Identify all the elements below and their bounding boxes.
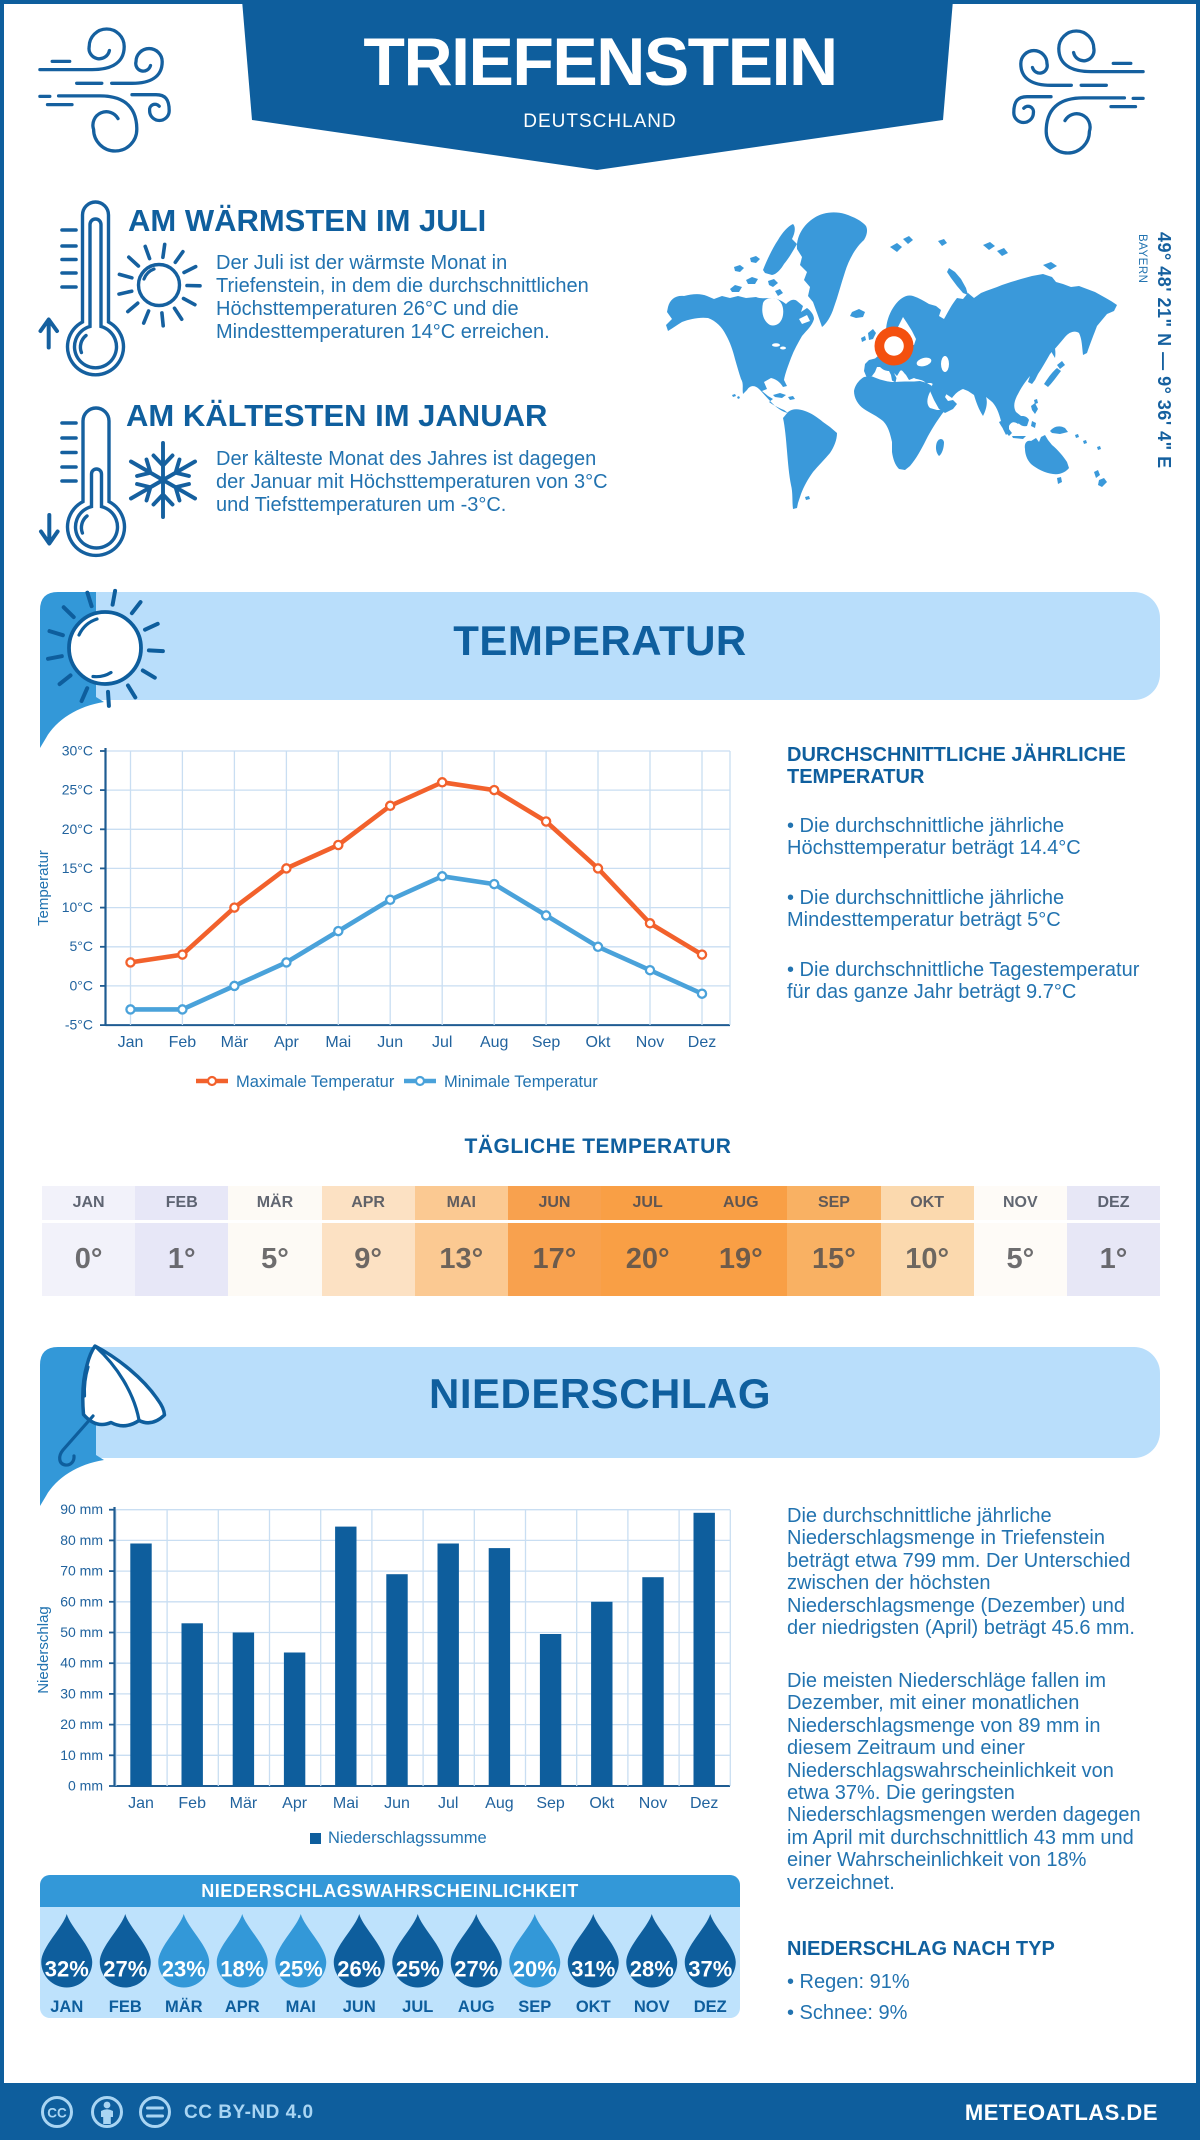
svg-text:10°C: 10°C (62, 899, 93, 915)
svg-text:Jan: Jan (128, 1795, 154, 1812)
svg-text:JAN: JAN (50, 1998, 83, 2016)
svg-text:0°C: 0°C (70, 977, 94, 993)
svg-text:20%: 20% (513, 1957, 557, 1982)
svg-text:10 mm: 10 mm (60, 1747, 103, 1763)
svg-text:Dez: Dez (690, 1795, 718, 1812)
svg-text:27%: 27% (454, 1957, 498, 1982)
svg-text:FEB: FEB (109, 1998, 142, 2016)
svg-text:Jun: Jun (377, 1034, 403, 1051)
svg-text:30 mm: 30 mm (60, 1685, 103, 1701)
svg-text:Mär: Mär (230, 1795, 258, 1812)
svg-text:26%: 26% (337, 1957, 381, 1982)
svg-text:OKT: OKT (576, 1998, 611, 2016)
svg-text:-5°C: -5°C (65, 1017, 93, 1033)
svg-text:70 mm: 70 mm (60, 1563, 103, 1579)
svg-text:Niederschlag: Niederschlag (35, 1606, 52, 1694)
svg-text:Jul: Jul (438, 1795, 458, 1812)
svg-text:CC: CC (47, 2106, 67, 2121)
svg-text:80 mm: 80 mm (60, 1532, 103, 1548)
svg-text:Dez: Dez (688, 1034, 716, 1051)
svg-text:5°C: 5°C (70, 938, 94, 954)
svg-text:20°C: 20°C (62, 821, 93, 837)
svg-text:30°C: 30°C (62, 743, 93, 759)
svg-text:37%: 37% (688, 1957, 732, 1982)
svg-text:Apr: Apr (282, 1795, 308, 1812)
svg-text:0 mm: 0 mm (68, 1778, 103, 1794)
svg-text:Niederschlagssumme: Niederschlagssumme (328, 1829, 487, 1847)
svg-text:32%: 32% (45, 1957, 89, 1982)
svg-text:50 mm: 50 mm (60, 1624, 103, 1640)
svg-text:DEZ: DEZ (694, 1998, 727, 2016)
svg-text:AUG: AUG (458, 1998, 495, 2016)
svg-text:20 mm: 20 mm (60, 1716, 103, 1732)
svg-text:Sep: Sep (536, 1795, 565, 1812)
svg-text:60 mm: 60 mm (60, 1593, 103, 1609)
svg-text:90 mm: 90 mm (60, 1501, 103, 1517)
svg-text:25%: 25% (396, 1957, 440, 1982)
svg-text:31%: 31% (571, 1957, 615, 1982)
svg-text:SEP: SEP (518, 1998, 551, 2016)
svg-text:Aug: Aug (485, 1795, 513, 1812)
svg-text:Aug: Aug (480, 1034, 508, 1051)
svg-text:Okt: Okt (586, 1034, 611, 1051)
svg-text:25°C: 25°C (62, 782, 93, 798)
svg-text:28%: 28% (630, 1957, 674, 1982)
svg-text:JUL: JUL (402, 1998, 433, 2016)
svg-text:25%: 25% (279, 1957, 323, 1982)
svg-text:Nov: Nov (636, 1034, 664, 1051)
svg-text:Jun: Jun (384, 1795, 410, 1812)
svg-text:Jul: Jul (432, 1034, 452, 1051)
svg-text:Jan: Jan (118, 1034, 144, 1051)
svg-text:NOV: NOV (634, 1998, 670, 2016)
svg-text:Mai: Mai (333, 1795, 359, 1812)
svg-text:40 mm: 40 mm (60, 1655, 103, 1671)
svg-text:15°C: 15°C (62, 860, 93, 876)
svg-text:Maximale Temperatur: Maximale Temperatur (236, 1073, 395, 1091)
svg-text:27%: 27% (103, 1957, 147, 1982)
svg-text:Mai: Mai (325, 1034, 351, 1051)
svg-text:Feb: Feb (178, 1795, 206, 1812)
svg-text:JUN: JUN (343, 1998, 376, 2016)
svg-text:Sep: Sep (532, 1034, 561, 1051)
svg-text:APR: APR (225, 1998, 260, 2016)
svg-text:MÄR: MÄR (165, 1998, 203, 2016)
svg-text:Apr: Apr (274, 1034, 300, 1051)
svg-text:Feb: Feb (169, 1034, 197, 1051)
svg-text:MAI: MAI (286, 1998, 316, 2016)
svg-text:Temperatur: Temperatur (35, 850, 52, 926)
svg-text:Okt: Okt (589, 1795, 614, 1812)
svg-text:Nov: Nov (639, 1795, 667, 1812)
svg-text:23%: 23% (162, 1957, 206, 1982)
svg-text:Mär: Mär (221, 1034, 249, 1051)
svg-text:Minimale Temperatur: Minimale Temperatur (444, 1073, 598, 1091)
svg-text:18%: 18% (220, 1957, 264, 1982)
